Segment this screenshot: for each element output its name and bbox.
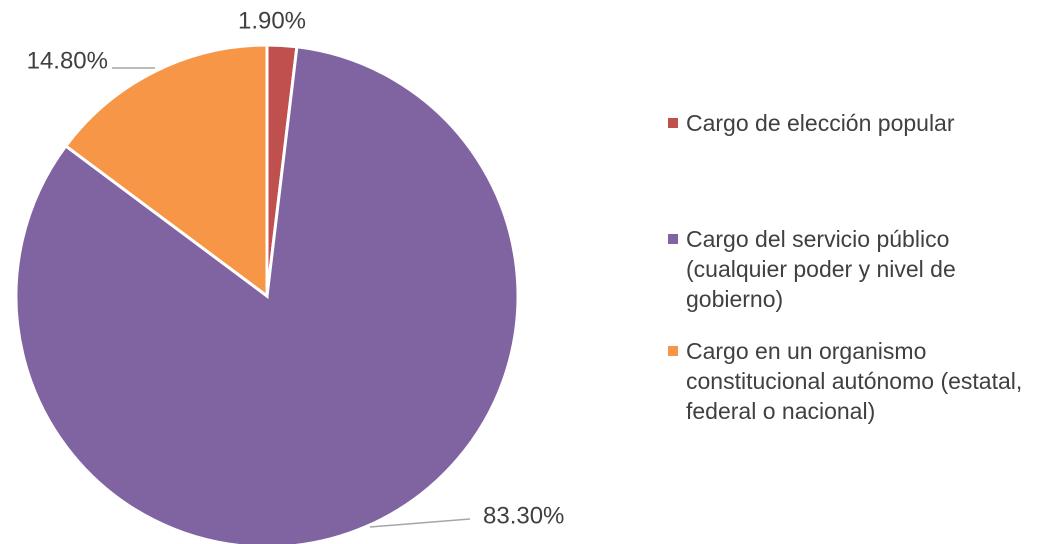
legend-label: Cargo de elección popular (686, 110, 955, 136)
legend-swatch (668, 234, 678, 244)
leader-line (369, 518, 471, 528)
data-label: 1.90% (238, 7, 306, 34)
legend-entry: Cargo de elección popular (668, 108, 1040, 138)
legend-entry: Cargo en un organismo constitucional aut… (668, 336, 1040, 426)
legend-swatch (668, 346, 678, 356)
legend-label: Cargo del servicio público (cualquier po… (686, 226, 956, 312)
pie-slice (14, 45, 520, 544)
pie-slice (63, 43, 269, 299)
data-label: 83.30% (483, 502, 564, 529)
data-label: 14.80% (27, 47, 108, 74)
legend-entry: Cargo del servicio público (cualquier po… (668, 224, 1040, 314)
legend-label: Cargo en un organismo constitucional aut… (686, 338, 1023, 424)
legend-swatch (668, 118, 678, 128)
